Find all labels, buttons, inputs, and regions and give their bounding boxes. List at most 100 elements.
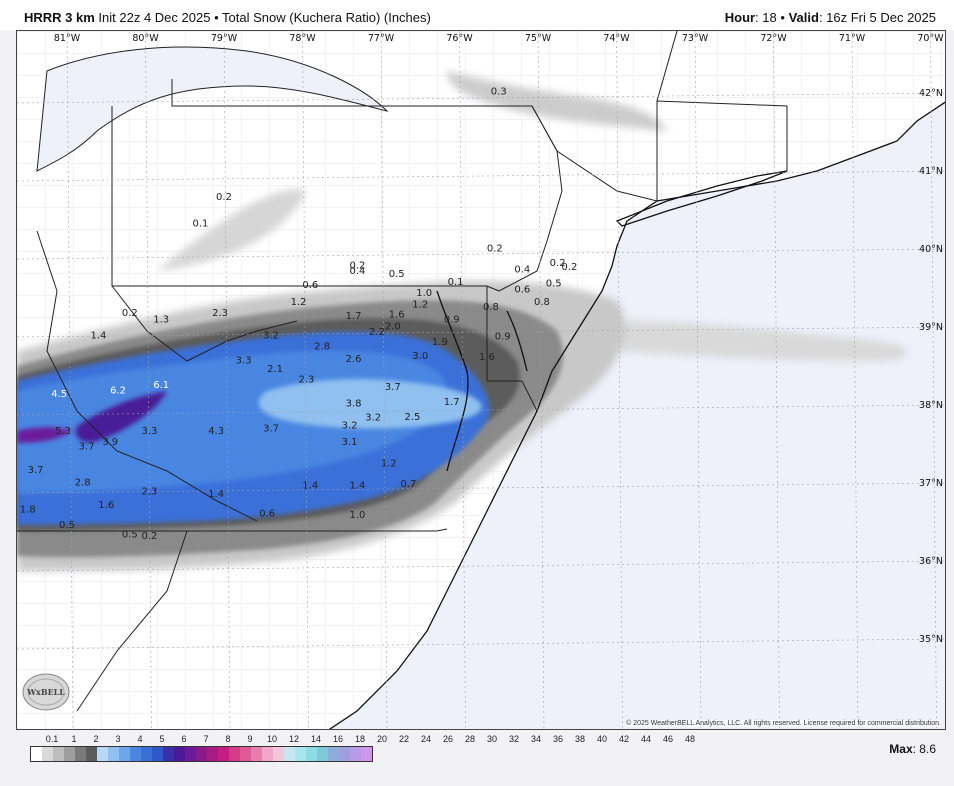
snow-amount-label: 5.3	[55, 426, 71, 437]
title-separator: •	[214, 10, 219, 25]
meridian-line	[380, 31, 388, 729]
legend-tick-label: 48	[684, 734, 696, 744]
snow-amount-label: 3.2	[365, 413, 381, 424]
hour-value: : 18	[755, 10, 777, 25]
legend-swatch	[119, 747, 130, 761]
latitude-label: 42°N	[919, 88, 943, 99]
snow-amount-label: 3.7	[385, 382, 401, 393]
legend-tick-label: 6	[181, 734, 187, 744]
snow-amount-label: 0.8	[483, 302, 499, 313]
header-bar: HRRR 3 km Init 22z 4 Dec 2025 • Total Sn…	[0, 0, 954, 30]
snow-amount-label: 1.6	[389, 310, 405, 321]
longitude-label: 78°W	[289, 33, 316, 44]
longitude-label: 79°W	[211, 33, 238, 44]
legend-tick-label: 2	[93, 734, 99, 744]
snow-amount-label: 6.2	[110, 385, 126, 396]
legend-swatch	[218, 747, 229, 761]
legend-tick-label: 3	[115, 734, 121, 744]
snow-amount-label: 0.6	[259, 509, 275, 520]
meridian-line	[930, 31, 937, 729]
snow-amount-label: 1.4	[349, 480, 365, 491]
legend-tick-label: 32	[508, 734, 520, 744]
valid-separator: •	[780, 10, 785, 25]
parallel-line	[17, 404, 945, 416]
meridian-line	[851, 31, 859, 729]
delmarva-border	[486, 286, 538, 412]
snow-amount-label: 3.3	[236, 356, 252, 367]
max-value: Max: 8.6	[889, 742, 936, 756]
snow-amount-label: 0.1	[192, 218, 208, 229]
pa-west-south-border	[111, 106, 500, 292]
legend-swatch	[152, 747, 163, 761]
snow-amount-label: 1.0	[416, 288, 432, 299]
snow-amount-label: 3.2	[342, 420, 358, 431]
snow-amount-label: 1.2	[381, 459, 397, 470]
snow-amount-label: 0.2	[122, 308, 138, 319]
latitude-labels: 42°N 41°N 40°N 39°N 38°N 37°N 36°N 35°N	[919, 88, 943, 645]
snow-amount-label: 0.2	[487, 243, 503, 254]
va-wv-border	[76, 410, 258, 522]
snow-amount-label: 2.1	[267, 364, 283, 375]
meridian-line	[223, 31, 231, 729]
legend-swatch	[42, 747, 53, 761]
snow-amount-label: 1.9	[432, 337, 448, 348]
snow-amount-label: 3.7	[263, 424, 279, 435]
meridian-line	[616, 31, 623, 729]
legend-swatch	[86, 747, 97, 761]
legend-swatches	[30, 746, 373, 762]
legend-tick-label: 5	[159, 734, 165, 744]
legend-swatch	[361, 747, 372, 761]
ny-vt-border	[656, 31, 678, 102]
legend-swatch	[229, 747, 240, 761]
snow-amount-label: 6.1	[153, 380, 169, 391]
legend-tick-label: 18	[354, 734, 366, 744]
snow-amount-label: 1.6	[98, 500, 114, 511]
snow-amount-label: 2.2	[369, 327, 385, 338]
snow-amount-label: 2.3	[141, 487, 157, 498]
longitude-label: 75°W	[525, 33, 552, 44]
snow-amount-label: 0.2	[216, 192, 232, 203]
oh-wv-border	[36, 230, 78, 412]
legend-tick-label: 44	[640, 734, 652, 744]
legend-swatch	[141, 747, 152, 761]
snow-amount-label: 3.9	[102, 437, 118, 448]
snowfall-map[interactable]: 81°W 80°W 79°W 78°W 77°W 76°W 75°W 74°W 73°W 72°W…	[16, 30, 946, 730]
snow-amount-label: 0.9	[444, 314, 460, 325]
graticule	[17, 31, 945, 729]
max-label: Max	[889, 742, 913, 756]
legend-swatch	[328, 747, 339, 761]
parallel-line	[17, 248, 945, 260]
legend-swatch	[350, 747, 361, 761]
snow-amount-label: 1.4	[90, 331, 106, 342]
legend-swatch	[207, 747, 218, 761]
meridian-line	[773, 31, 780, 729]
legend-swatch	[163, 747, 174, 761]
meridian-line	[302, 31, 309, 729]
latitude-label: 40°N	[919, 244, 943, 255]
legend-swatch	[262, 747, 273, 761]
snow-amount-label: 2.8	[75, 477, 91, 488]
legend-tick-label: 28	[464, 734, 476, 744]
legend-tick-label: 34	[530, 734, 542, 744]
parallel-line	[17, 560, 945, 572]
copyright-notice: © 2025 WeatherBELL Analytics, LLC. All r…	[626, 720, 941, 727]
snow-amount-label: 0.8	[534, 297, 550, 308]
legend-tick-label: 12	[288, 734, 300, 744]
snow-amount-label: 1.7	[444, 397, 460, 408]
map-canvas: 81°W 80°W 79°W 78°W 77°W 76°W 75°W 74°W 73°W 72°W…	[17, 31, 945, 729]
legend-swatch	[339, 747, 350, 761]
longitude-label: 80°W	[132, 33, 159, 44]
longitude-label: 73°W	[682, 33, 709, 44]
longitude-label: 77°W	[368, 33, 395, 44]
snow-amount-label: 3.8	[346, 399, 362, 410]
map-title: HRRR 3 km Init 22z 4 Dec 2025 • Total Sn…	[24, 10, 431, 25]
legend-swatch	[75, 747, 86, 761]
meridian-line	[694, 31, 702, 729]
latitude-label: 39°N	[919, 322, 943, 333]
snow-amount-label: 2.5	[404, 412, 420, 423]
latitude-label: 41°N	[919, 166, 943, 177]
legend-tick-label: 7	[203, 734, 209, 744]
wv-md-border	[111, 285, 298, 362]
snow-amount-label: 0.2	[349, 261, 365, 272]
snow-amount-label: 0.6	[302, 280, 318, 291]
